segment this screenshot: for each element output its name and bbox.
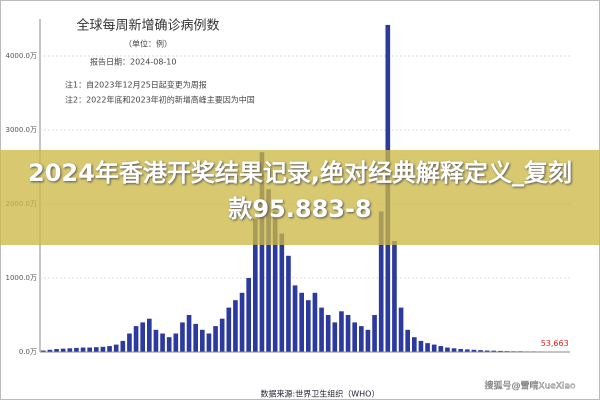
bar <box>491 350 497 352</box>
bar <box>166 337 172 352</box>
bar <box>246 278 252 352</box>
bar <box>319 307 324 352</box>
y-tick-label: 1000.0万 <box>6 274 38 282</box>
bar <box>438 346 444 352</box>
bar <box>47 349 53 352</box>
bar <box>405 329 411 352</box>
bar <box>107 346 112 352</box>
bar <box>458 349 464 352</box>
chart-subtitle: （单位：例） <box>124 39 172 49</box>
y-tick-label: 0.0万 <box>19 348 37 356</box>
value-label: 53,663 <box>541 339 569 348</box>
bar <box>411 337 417 352</box>
bar <box>206 333 212 352</box>
note: 注2：2022年底和2023年初的新增高峰主要因为中国 <box>65 95 255 105</box>
bar <box>146 318 152 352</box>
bar <box>120 340 126 352</box>
chart-title: 全球每周新增确诊病例数 <box>76 18 219 34</box>
source: 数据来源:世界卫生组织（WHO） <box>261 389 380 399</box>
bar <box>239 292 245 352</box>
bar <box>425 343 430 352</box>
bar <box>113 344 119 352</box>
bar <box>100 346 106 352</box>
bar <box>325 315 331 352</box>
bar <box>305 300 311 352</box>
bar <box>312 292 318 352</box>
bar <box>60 348 66 352</box>
bar <box>292 285 298 352</box>
bar <box>133 326 139 352</box>
y-tick-label: 3000.0万 <box>6 126 38 134</box>
bar <box>358 326 364 352</box>
bar <box>339 311 344 352</box>
bar <box>40 350 46 352</box>
bar <box>54 349 59 352</box>
bar <box>286 255 291 352</box>
bar <box>352 322 358 352</box>
bar <box>259 152 265 352</box>
bar <box>464 349 470 352</box>
bar <box>87 347 93 352</box>
bar <box>93 347 99 352</box>
bar <box>193 323 199 352</box>
bar <box>378 211 384 352</box>
bar <box>398 307 404 352</box>
y-tick-label: 4000.0万 <box>6 52 38 60</box>
bar <box>226 307 232 352</box>
bar <box>160 333 165 352</box>
bar <box>199 329 205 352</box>
note: 注1：自2023年12月25日起变更为周报 <box>65 80 207 90</box>
bar <box>431 344 437 352</box>
bar <box>219 318 225 352</box>
bar <box>279 233 285 352</box>
bar <box>252 218 258 352</box>
bar <box>213 326 218 352</box>
bar <box>266 189 271 352</box>
bar <box>127 333 132 352</box>
bar <box>140 322 146 352</box>
bar <box>471 349 477 352</box>
bar <box>418 340 424 352</box>
bar <box>173 333 179 352</box>
bar <box>478 350 483 352</box>
bar <box>484 350 490 352</box>
bar <box>299 292 305 352</box>
bar <box>345 315 351 352</box>
bar <box>498 350 503 352</box>
bar <box>80 347 86 352</box>
bar <box>365 329 371 352</box>
overlay-box: 2024年香港开奖结果记录,绝对经典解释定义_复刻款95.883-8 <box>28 159 572 223</box>
bar <box>74 347 79 352</box>
bar <box>67 348 73 352</box>
overlay-band <box>0 150 600 245</box>
bar <box>272 211 278 352</box>
overlay-title: 2024年香港开奖结果记录,绝对经典解释定义_复刻款95.883-8 <box>28 159 572 223</box>
bar <box>372 315 377 352</box>
bar <box>153 329 159 352</box>
bar <box>445 347 450 352</box>
watermark: 搜狐号@雪晴XueXiao <box>484 380 576 392</box>
bar <box>392 241 397 352</box>
bar <box>451 348 457 352</box>
bar <box>332 322 338 352</box>
bar <box>233 300 238 352</box>
report-date: 报告日期：2024-08-10 <box>90 57 177 67</box>
bar <box>186 315 192 352</box>
bar <box>180 322 185 352</box>
